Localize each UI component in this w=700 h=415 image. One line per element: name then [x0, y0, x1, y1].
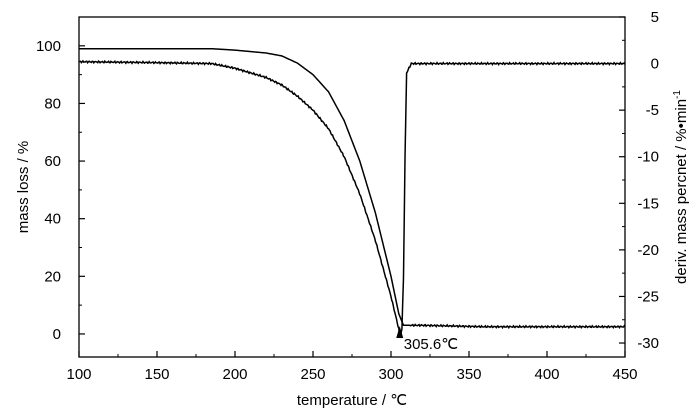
y-tick-label: 0 — [53, 326, 61, 343]
y2-tick-label: 5 — [651, 9, 659, 26]
y-axis-title: mass loss / % — [15, 141, 32, 234]
y-axis-ticks: 0 20 40 60 80 100 — [36, 16, 85, 343]
series-layer — [78, 47, 626, 339]
y-tick-label: 80 — [44, 95, 61, 112]
y-tick-label: 40 — [44, 211, 61, 228]
x-axis-ticks: 100 150 200 250 300 350 400 450 — [66, 351, 638, 383]
x-tick-label: 450 — [612, 366, 637, 383]
x-tick-label: 400 — [534, 366, 559, 383]
x-tick-label: 350 — [456, 366, 481, 383]
x-axis-title: temperature / ℃ — [297, 392, 407, 409]
peak-annotation-arrow — [396, 325, 404, 338]
y2-tick-label: 0 — [651, 56, 659, 73]
y2-tick-label: -30 — [637, 335, 659, 352]
y2-tick-label: -5 — [646, 102, 659, 119]
x-tick-label: 300 — [378, 366, 403, 383]
y2-axis-title-main: deriv. mass percnet / %•min — [673, 99, 690, 284]
x-tick-label: 200 — [222, 366, 247, 383]
y-tick-label: 100 — [36, 38, 61, 55]
peak-annotation: 305.6℃ — [396, 325, 458, 353]
series-line — [79, 47, 626, 330]
y2-tick-label: -20 — [637, 242, 659, 259]
y2-axis-title: deriv. mass percnet / %•min-1 — [672, 90, 690, 284]
y-tick-label: 60 — [44, 153, 61, 170]
x-tick-label: 250 — [300, 366, 325, 383]
x-tick-label: 100 — [66, 366, 91, 383]
y2-axis-ticks: 5 0 -5 -10 -15 -20 -25 -30 — [619, 9, 659, 352]
y2-axis-title-sup: -1 — [672, 90, 683, 99]
series-line — [78, 59, 626, 339]
x-tick-label: 150 — [144, 366, 169, 383]
plot-frame — [78, 16, 626, 358]
y2-tick-label: -15 — [637, 195, 659, 212]
peak-annotation-label: 305.6℃ — [404, 336, 458, 353]
y-tick-label: 20 — [44, 268, 61, 285]
y2-tick-label: -25 — [637, 288, 659, 305]
y2-tick-label: -10 — [637, 149, 659, 166]
